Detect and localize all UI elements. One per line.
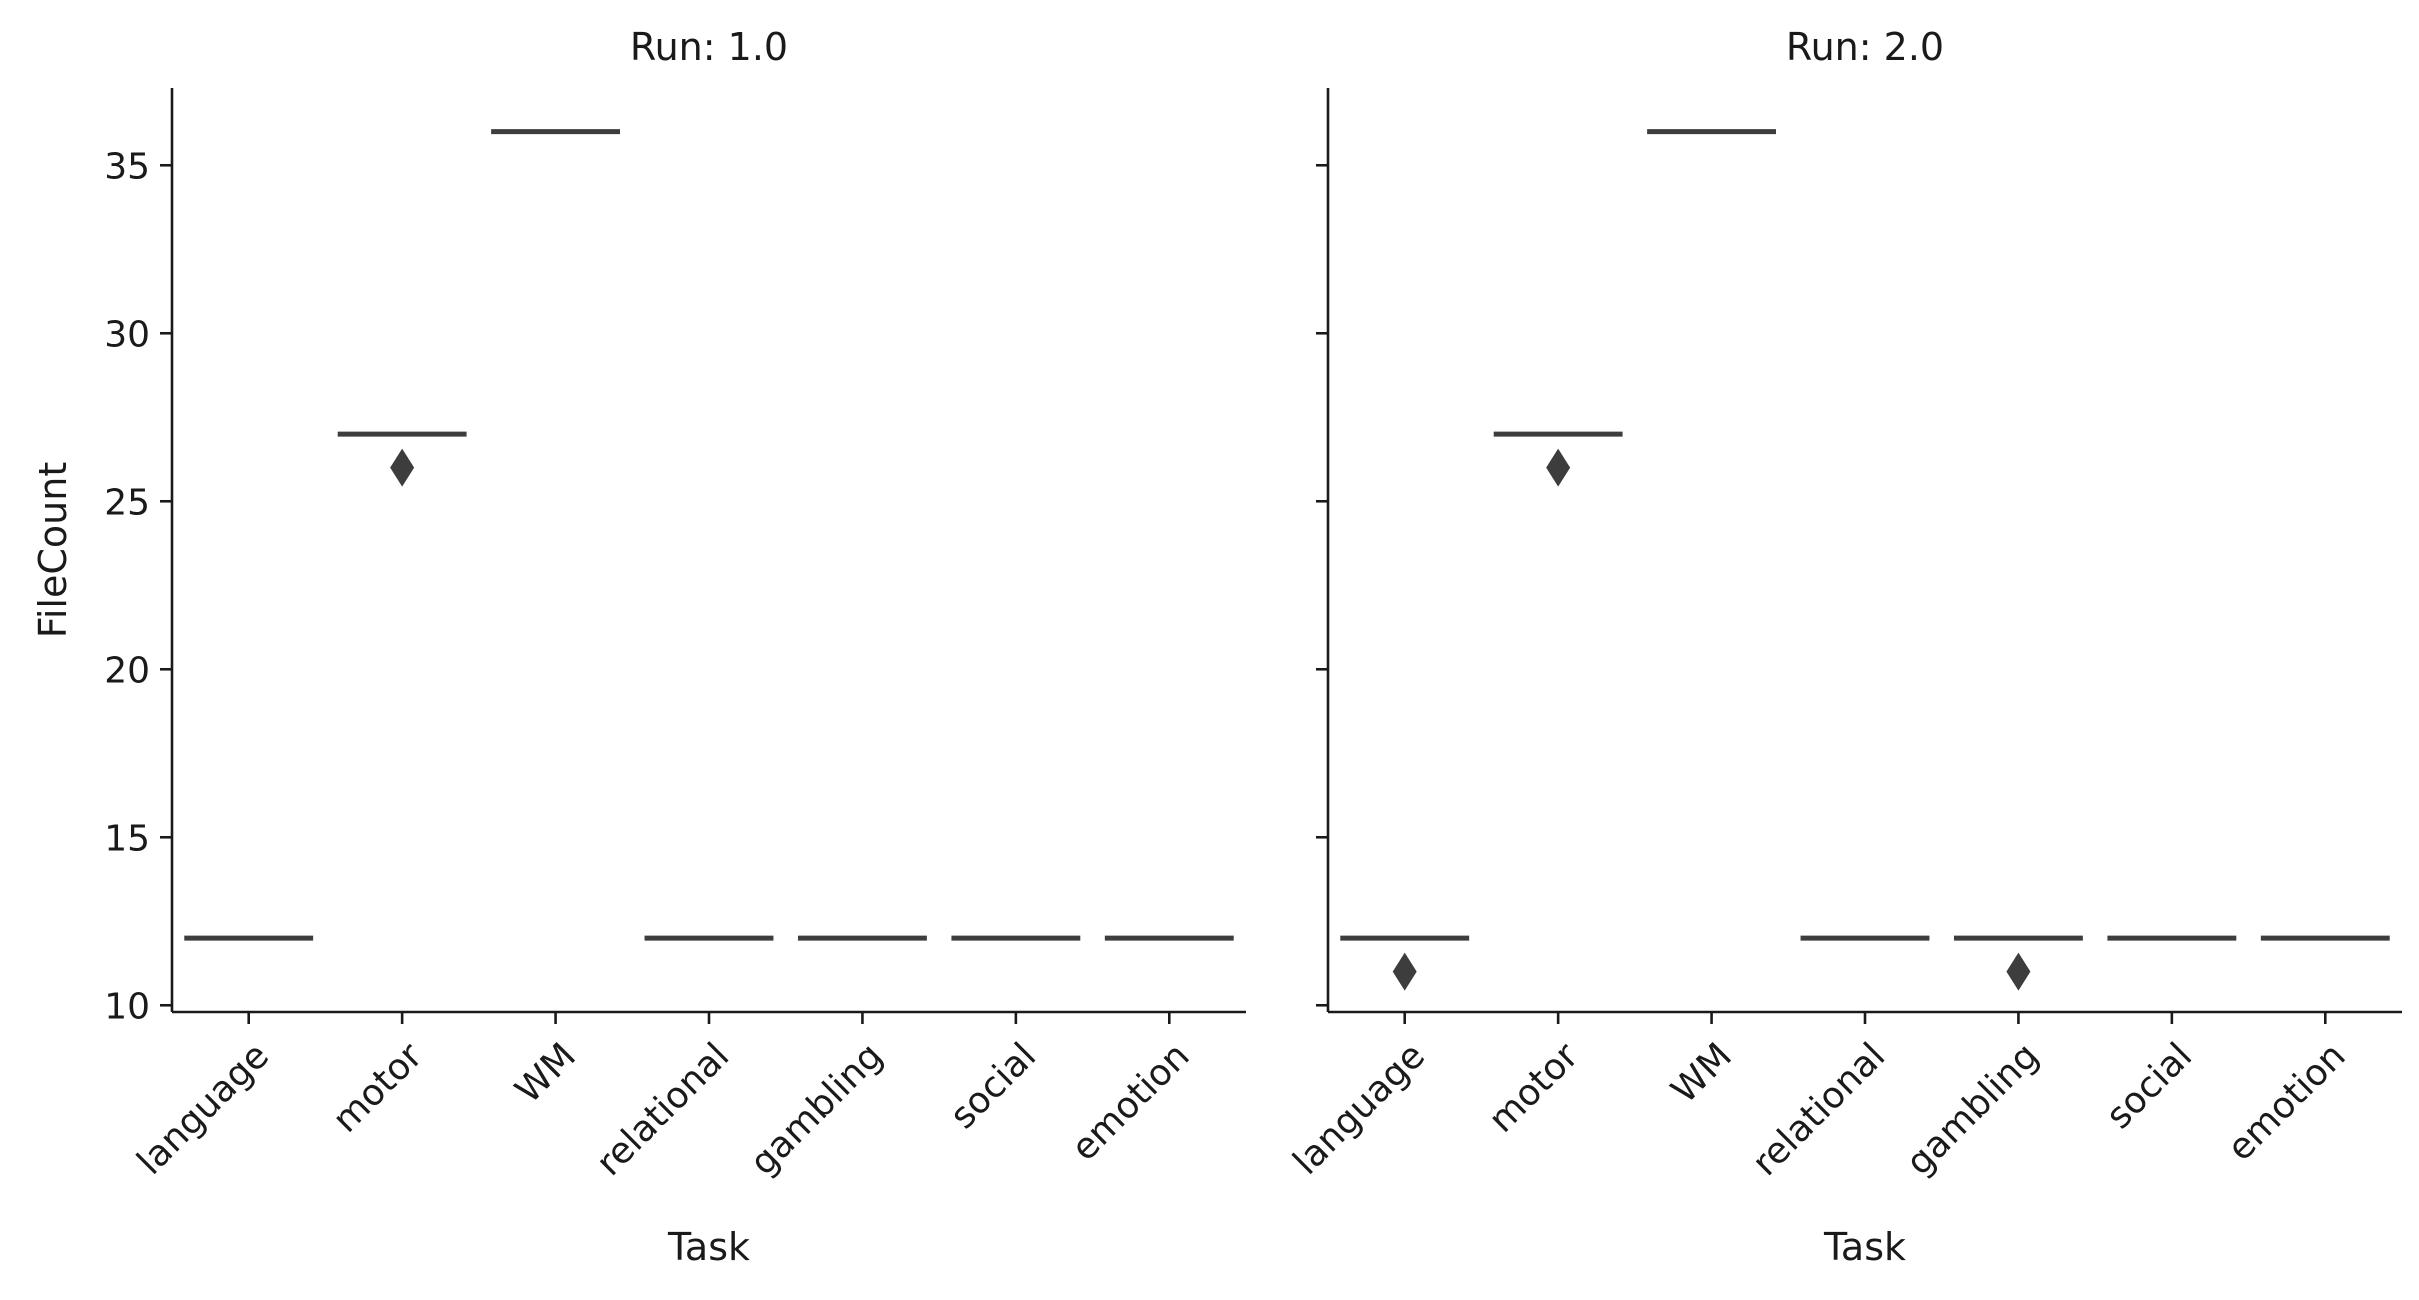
x-tick-label: motor: [325, 1035, 431, 1141]
x-tick-label: WM: [508, 1035, 584, 1111]
x-tick-label: relational: [589, 1035, 738, 1184]
x-tick-label: language: [1286, 1035, 1434, 1183]
x-tick-label: emotion: [2220, 1035, 2354, 1169]
y-tick-label: 30: [104, 314, 150, 355]
x-tick-label: motor: [1481, 1035, 1587, 1141]
y-axis-label: FileCount: [31, 462, 75, 638]
x-tick-label: emotion: [1064, 1035, 1198, 1169]
outlier-marker: [2006, 952, 2031, 991]
x-tick-label: gambling: [743, 1035, 891, 1183]
panel-title: Run: 1.0: [630, 25, 788, 69]
x-tick-label: language: [130, 1035, 278, 1183]
panel-title: Run: 2.0: [1786, 25, 1944, 69]
x-tick-label: social: [943, 1035, 1045, 1137]
y-tick-label: 10: [104, 986, 150, 1027]
outlier-marker: [1546, 448, 1571, 487]
outlier-marker: [1392, 952, 1417, 991]
y-tick-label: 35: [104, 146, 150, 187]
x-tick-label: social: [2099, 1035, 2201, 1137]
x-axis-label: Task: [667, 1225, 750, 1269]
outlier-marker: [390, 448, 415, 487]
x-axis-label: Task: [1823, 1225, 1906, 1269]
y-tick-label: 15: [104, 818, 150, 859]
x-tick-label: WM: [1664, 1035, 1740, 1111]
x-tick-label: relational: [1745, 1035, 1894, 1184]
x-tick-label: gambling: [1899, 1035, 2047, 1183]
y-tick-label: 20: [104, 650, 150, 691]
y-tick-label: 25: [104, 482, 150, 523]
